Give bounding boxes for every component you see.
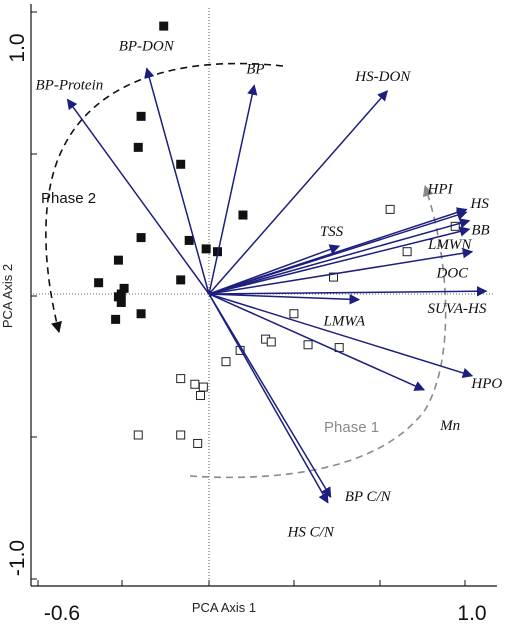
vector-label-bp: BP xyxy=(246,61,264,77)
loading-vector-mn xyxy=(208,293,426,391)
vector-label-lmwa: LMWA xyxy=(323,314,366,330)
phase1-sample-point xyxy=(133,430,143,440)
phase1-sample-point xyxy=(402,247,412,257)
phase2-sample-point xyxy=(238,210,248,220)
loading-vector-hs-don xyxy=(208,90,388,295)
phase1-sample-point xyxy=(196,391,206,401)
phase1-sample-point xyxy=(289,309,299,319)
phase2-arc xyxy=(45,62,284,334)
samples-layer xyxy=(94,21,460,448)
phase2-sample-point xyxy=(111,314,121,324)
phase1-sample-point xyxy=(193,438,203,448)
vector-label-hs-c-n: HS C/N xyxy=(287,525,335,541)
loading-vector-bb xyxy=(208,218,471,295)
phase1-sample-point xyxy=(329,272,339,282)
y-axis-title: PCA Axis 2 xyxy=(0,264,15,328)
phase2-sample-point xyxy=(176,275,186,285)
phase1-label: Phase 1 xyxy=(324,419,379,436)
vector-label-bb: BB xyxy=(471,223,489,239)
loading-vector-bp-don xyxy=(144,67,210,295)
vector-label-bp-protein: BP-Protein xyxy=(36,77,104,93)
phase2-sample-point xyxy=(94,278,104,288)
loading-vector-lmwn xyxy=(208,226,471,295)
loading-vector-hs-c-n xyxy=(208,293,329,504)
phase2-sample-point xyxy=(136,233,146,243)
vector-label-doc: DOC xyxy=(436,266,470,282)
x-ticks xyxy=(37,580,466,586)
vector-label-lmwn: LMWN xyxy=(427,237,472,253)
phase1-sample-point xyxy=(190,379,200,389)
phase1-sample-point xyxy=(385,204,395,214)
phase2-sample-point xyxy=(113,292,123,302)
vector-label-tss: TSS xyxy=(320,224,344,240)
phase2-label: Phase 2 xyxy=(41,190,96,207)
loading-vector-bp-protein xyxy=(66,98,210,295)
y-tick-label-bottom: -1.0 xyxy=(6,540,29,576)
phase2-sample-point xyxy=(116,297,126,307)
phase1-sample-point xyxy=(303,340,313,350)
vector-label-hpo: HPO xyxy=(470,376,502,392)
phase2-sample-point xyxy=(159,21,169,31)
loading-vector-hpo xyxy=(208,293,474,378)
phase1-sample-point xyxy=(221,357,231,367)
phase2-sample-point xyxy=(184,235,194,245)
loading-vector-suva-hs xyxy=(208,286,488,297)
loading-vector-bp-c-n xyxy=(208,293,332,498)
vector-label-hs: HS xyxy=(470,196,490,212)
phase1-sample-point xyxy=(176,374,186,384)
vector-label-mn: Mn xyxy=(439,418,460,434)
y-tick-label-top: 1.0 xyxy=(6,33,29,62)
vector-label-bp-don: BP-DON xyxy=(119,38,175,54)
loading-vector-bp xyxy=(208,84,258,295)
loading-vector-doc xyxy=(208,248,474,295)
phase1-sample-point xyxy=(266,337,276,347)
vector-label-hs-don: HS-DON xyxy=(354,69,411,85)
phase2-sample-point xyxy=(119,283,129,293)
phase2-sample-point xyxy=(201,244,211,254)
phase2-sample-point xyxy=(136,111,146,121)
phase1-arc xyxy=(189,184,447,479)
loading-vector-lmwa xyxy=(208,293,361,305)
phase2-sample-point xyxy=(136,309,146,319)
vector-label-bp-c-n: BP C/N xyxy=(345,489,392,505)
x-axis-title: PCA Axis 1 xyxy=(192,600,256,615)
phase2-sample-point xyxy=(176,159,186,169)
phase1-sample-point xyxy=(176,430,186,440)
phase2-sample-point xyxy=(113,255,123,265)
phase2-sample-point xyxy=(133,142,143,152)
x-tick-label-left: -0.6 xyxy=(44,602,80,625)
vector-label-hpi: HPI xyxy=(427,181,454,197)
x-tick-label-right: 1.0 xyxy=(457,602,486,625)
loading-vector-tss xyxy=(208,244,341,295)
y-ticks xyxy=(31,11,37,580)
phase1-sample-point xyxy=(198,382,208,392)
vector-label-suva-hs: SUVA-HS xyxy=(427,301,486,317)
